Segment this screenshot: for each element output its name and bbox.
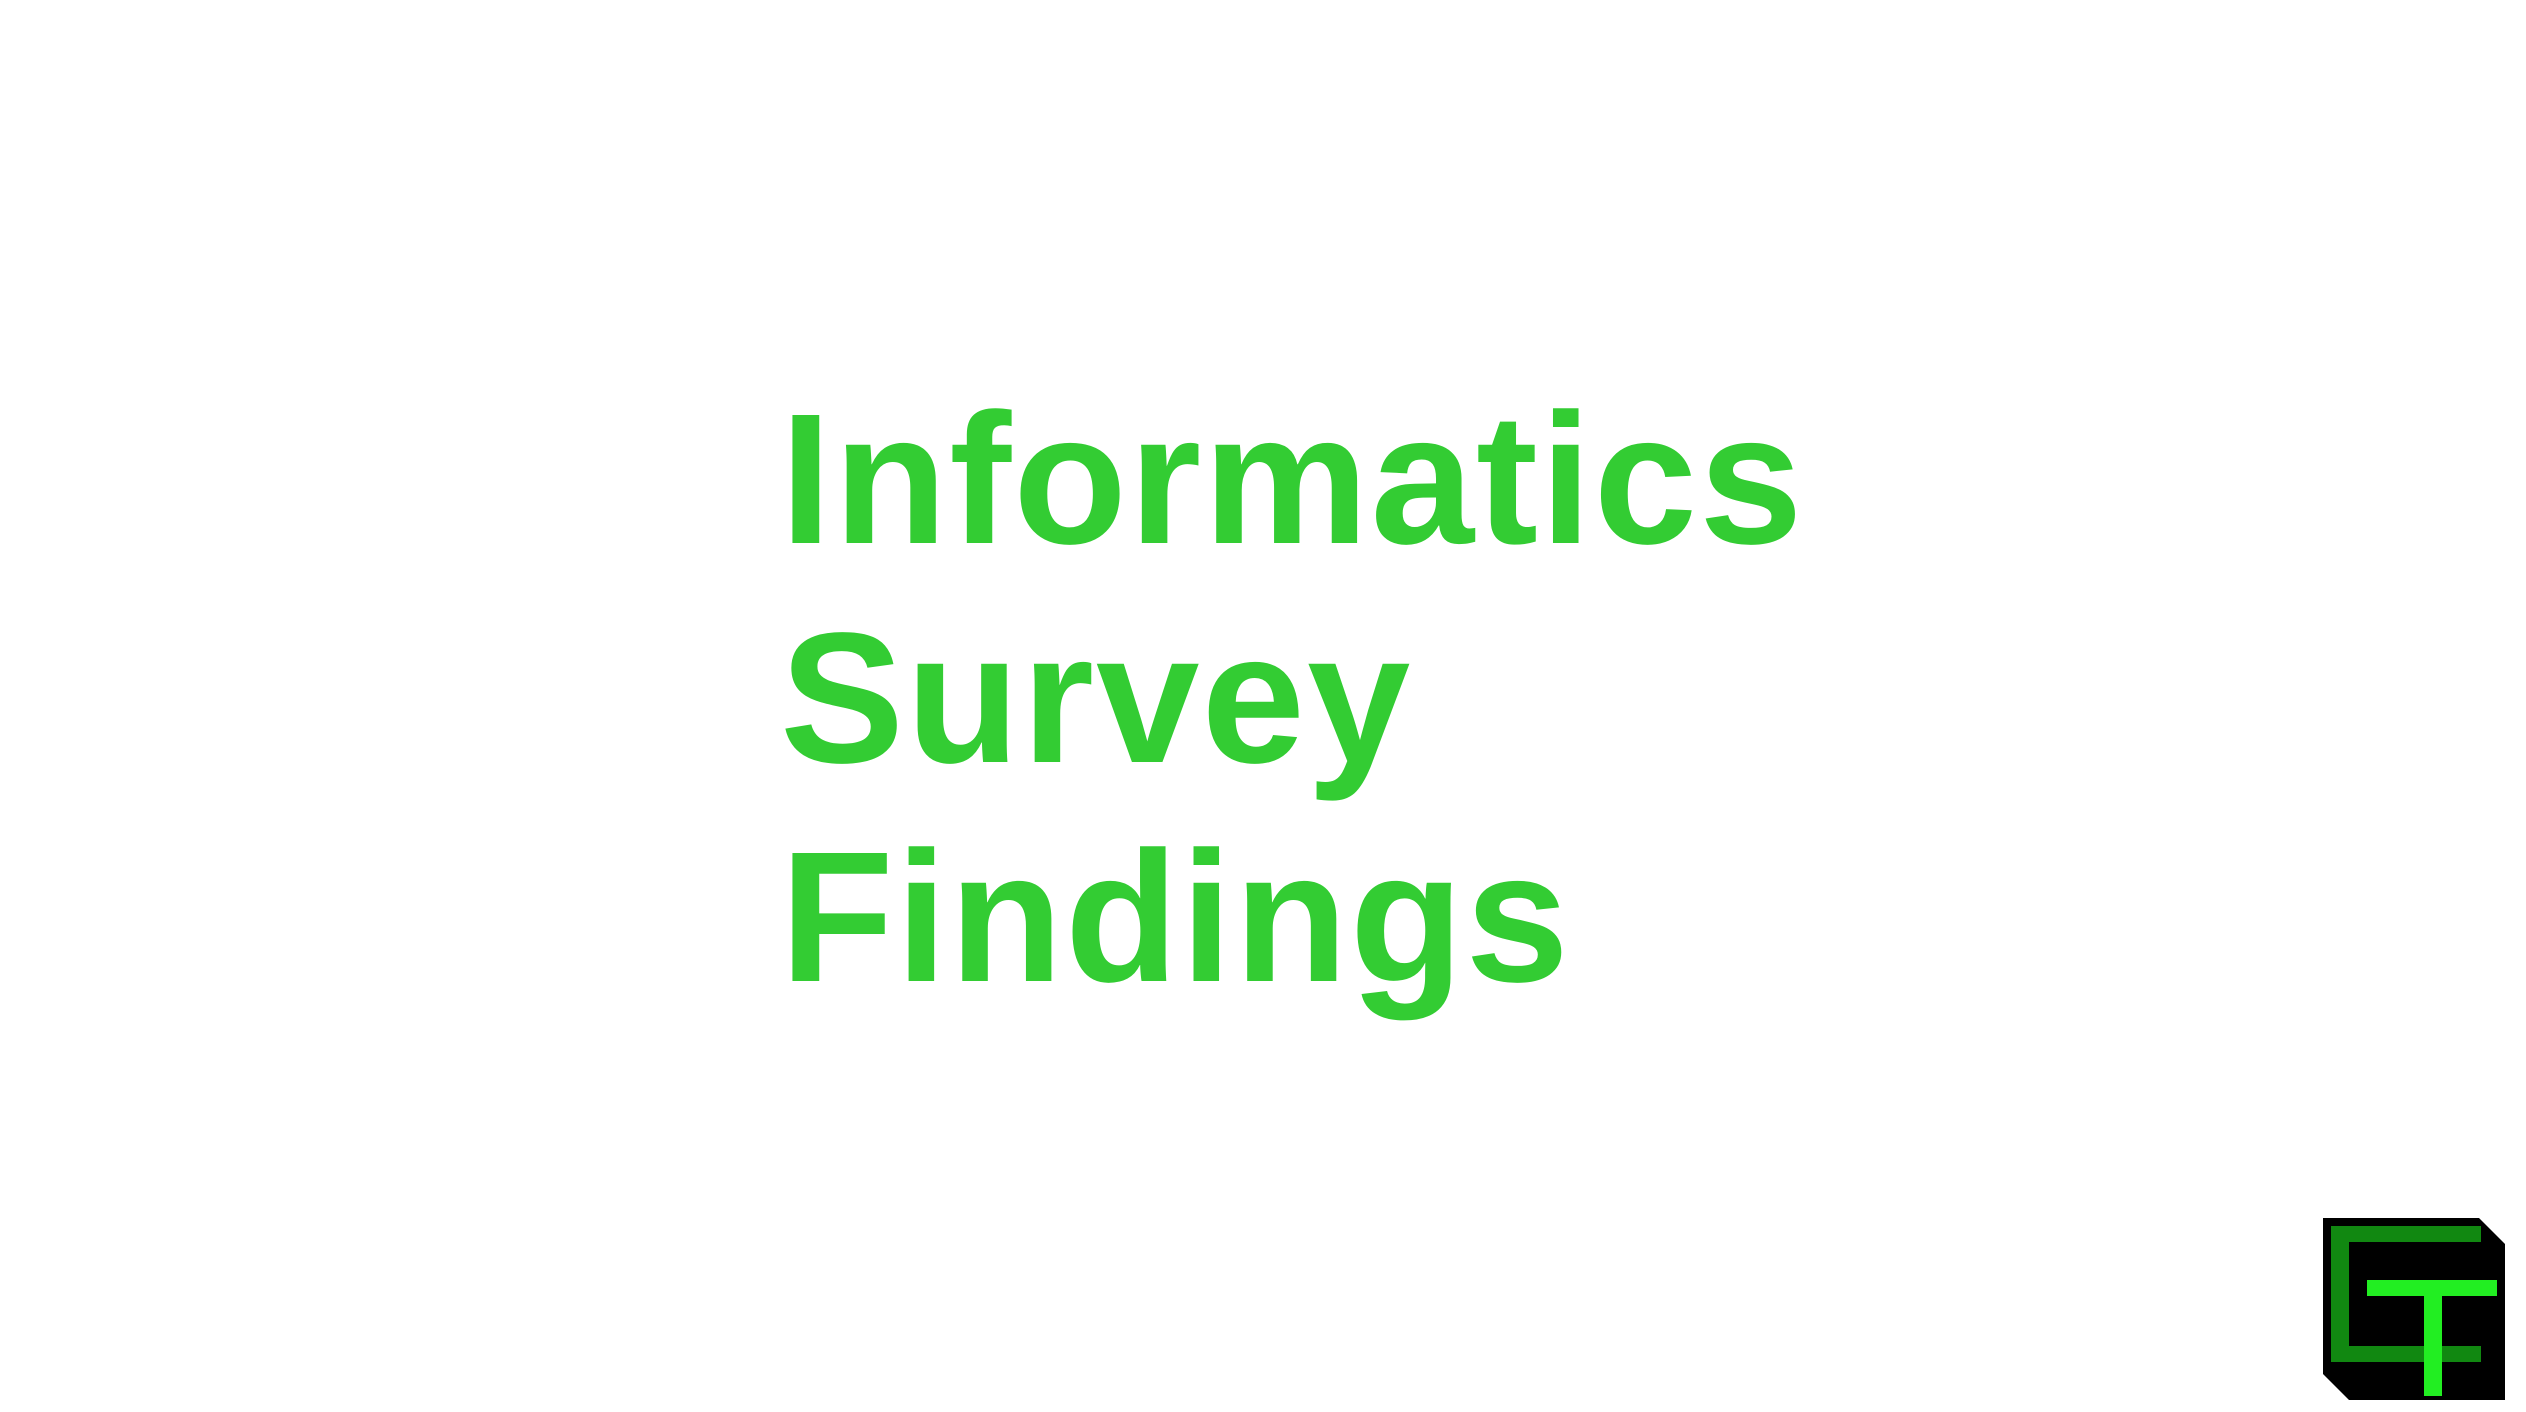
title-line-2: Survey	[780, 595, 1413, 802]
ct-logo-icon	[2323, 1218, 2505, 1400]
title-line-1: Informatics	[780, 376, 1805, 583]
title-line-3: Findings	[780, 814, 1571, 1021]
slide-title: Informatics Survey Findings	[780, 370, 1805, 1027]
